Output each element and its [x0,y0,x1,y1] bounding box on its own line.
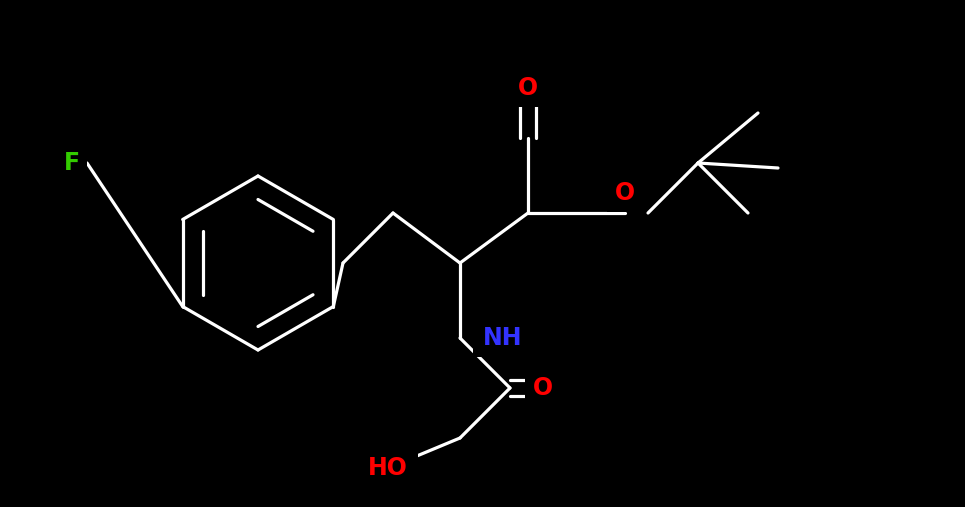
Text: O: O [533,376,553,400]
Text: O: O [515,74,541,102]
Text: NH: NH [478,323,529,352]
Text: O: O [530,374,556,403]
Text: O: O [518,76,538,100]
Text: F: F [62,149,82,177]
Text: NH: NH [483,326,523,350]
Text: HO: HO [363,453,414,483]
Text: F: F [64,151,80,175]
Text: O: O [615,181,635,205]
Text: O: O [612,178,638,207]
Text: HO: HO [368,456,408,480]
